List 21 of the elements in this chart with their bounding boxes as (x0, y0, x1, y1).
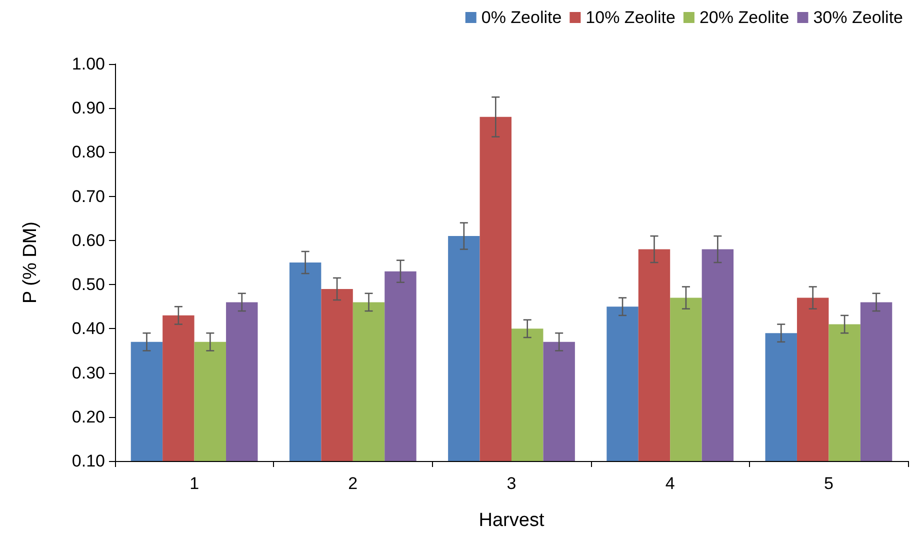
legend-label: 20% Zeolite (699, 8, 790, 27)
y-tick-label: 0.20 (72, 407, 105, 426)
y-tick-label: 0.60 (72, 230, 105, 250)
y-tick-label: 0.10 (72, 452, 105, 470)
y-axis-title: P (% DM) (20, 222, 41, 304)
y-tick-label: 0.90 (72, 98, 105, 118)
y-tick-label: 0.30 (72, 363, 105, 382)
x-tick-label: 4 (665, 474, 675, 493)
y-tick-label: 1.00 (72, 54, 105, 74)
x-tick-label: 5 (824, 474, 834, 493)
legend-label: 10% Zeolite (586, 8, 676, 27)
y-tick-label: 0.40 (72, 319, 105, 338)
x-tick-label: 1 (190, 474, 200, 493)
y-tick-label: 0.70 (72, 186, 105, 206)
x-axis-title: Harvest (478, 510, 545, 531)
x-tick-label: 3 (506, 474, 516, 493)
legend-label: 0% Zeolite (481, 8, 562, 27)
x-tick-label: 2 (348, 474, 358, 493)
y-tick-label: 0.80 (72, 142, 105, 162)
y-tick-label: 0.50 (72, 275, 105, 294)
legend-label: 30% Zeolite (813, 8, 904, 27)
